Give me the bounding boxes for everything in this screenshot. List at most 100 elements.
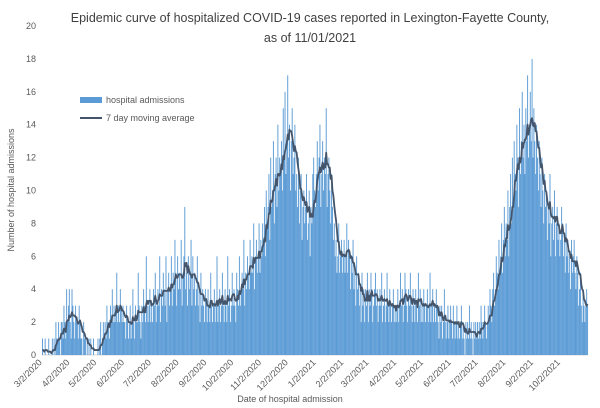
bar xyxy=(345,256,347,355)
bar xyxy=(383,305,384,355)
bar xyxy=(144,305,145,355)
bar xyxy=(270,157,272,355)
bar xyxy=(160,322,162,355)
x-tick-label: 8/2/2020 xyxy=(149,357,181,389)
bar xyxy=(529,91,531,356)
bar xyxy=(241,272,243,355)
bar xyxy=(374,289,376,355)
bar xyxy=(284,91,286,356)
bar xyxy=(263,206,265,355)
bar xyxy=(329,190,331,355)
x-tick-label: 5/2/2020 xyxy=(67,357,99,389)
bar xyxy=(342,256,344,355)
bar xyxy=(530,141,532,355)
bar xyxy=(443,289,445,355)
bar xyxy=(390,305,392,355)
bar xyxy=(149,289,151,355)
bar xyxy=(402,322,404,355)
bar xyxy=(579,272,581,355)
bar xyxy=(276,206,278,355)
bar xyxy=(379,289,381,355)
bar xyxy=(533,108,535,355)
bar xyxy=(147,322,149,355)
bar xyxy=(181,305,183,355)
bar xyxy=(581,322,583,355)
bar xyxy=(455,322,457,355)
bar xyxy=(195,289,197,355)
bar xyxy=(255,239,257,355)
bar xyxy=(355,305,357,355)
bar xyxy=(522,157,524,355)
bar xyxy=(127,338,129,355)
bar xyxy=(195,305,197,355)
bar xyxy=(187,305,188,355)
bar xyxy=(252,272,254,355)
bar xyxy=(436,305,438,355)
bar xyxy=(68,289,70,355)
bar xyxy=(44,338,46,355)
bar xyxy=(288,157,290,355)
bar xyxy=(225,305,227,355)
bar xyxy=(163,289,165,355)
bar xyxy=(286,141,288,355)
bar xyxy=(570,239,572,355)
bar xyxy=(350,256,352,355)
bar xyxy=(161,289,162,355)
bar xyxy=(249,239,251,355)
x-tick-label: 4/2/2020 xyxy=(40,357,72,389)
bar xyxy=(292,174,294,355)
y-tick-label: 14 xyxy=(26,120,36,130)
bar xyxy=(239,305,241,355)
bar xyxy=(348,239,350,355)
bar xyxy=(452,305,454,355)
bar xyxy=(122,305,124,355)
bar xyxy=(369,305,371,355)
bar xyxy=(460,305,462,355)
bar xyxy=(433,322,435,355)
bar xyxy=(359,289,361,355)
bar xyxy=(271,206,273,355)
bar xyxy=(566,256,568,355)
bar xyxy=(384,322,386,355)
bar xyxy=(441,305,443,355)
bar xyxy=(483,322,485,355)
bar xyxy=(327,174,329,355)
bar xyxy=(381,272,383,355)
bar xyxy=(221,272,223,355)
x-tick-label: 7/2/2020 xyxy=(121,357,153,389)
bar xyxy=(565,223,567,355)
bar xyxy=(110,305,111,355)
bar xyxy=(173,289,175,355)
bar xyxy=(323,190,325,355)
bar xyxy=(165,256,167,355)
bar xyxy=(57,338,59,355)
bar xyxy=(415,289,417,355)
bar xyxy=(434,322,436,355)
y-tick-label: 6 xyxy=(31,251,36,261)
bar xyxy=(460,322,461,355)
bar xyxy=(417,272,419,355)
bar xyxy=(204,322,205,355)
bar xyxy=(545,206,546,355)
bar xyxy=(70,338,72,355)
bar xyxy=(539,174,541,355)
bar xyxy=(558,223,560,355)
bar xyxy=(310,206,312,355)
bar xyxy=(561,206,563,355)
bar xyxy=(208,305,210,355)
bar xyxy=(468,338,470,355)
bar xyxy=(430,322,432,355)
bar xyxy=(346,223,348,355)
bar xyxy=(445,338,447,355)
bar xyxy=(279,157,281,355)
bar xyxy=(383,289,385,355)
bar xyxy=(142,322,144,355)
bar xyxy=(309,256,311,355)
bar xyxy=(444,322,446,355)
bar xyxy=(226,322,228,355)
bar xyxy=(229,289,231,355)
bar xyxy=(421,305,423,355)
bar xyxy=(110,322,112,355)
bar xyxy=(419,289,421,355)
bar xyxy=(510,174,512,355)
